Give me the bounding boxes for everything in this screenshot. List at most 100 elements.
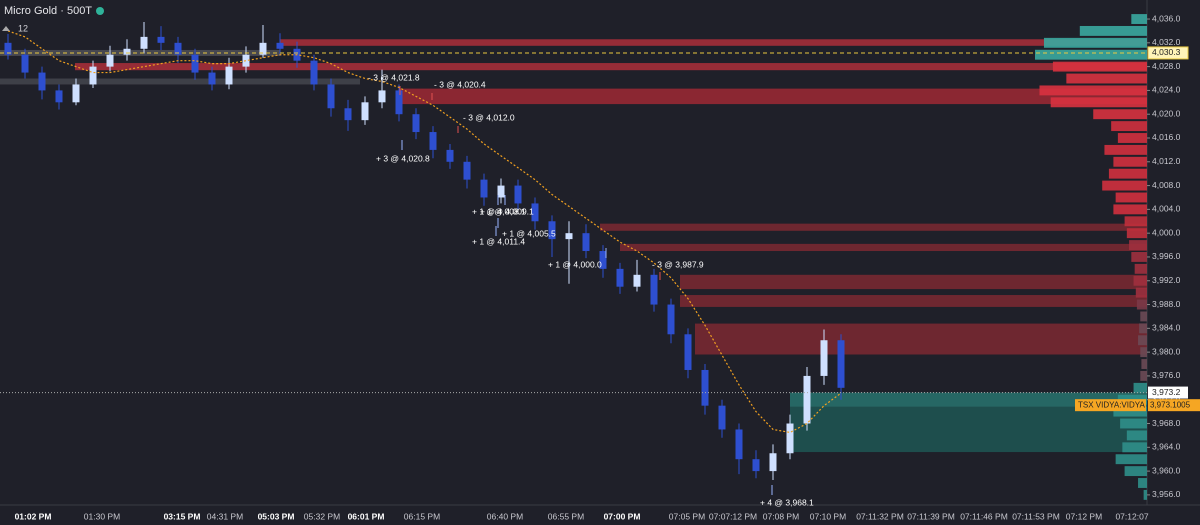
zone bbox=[790, 392, 1147, 407]
candle-body bbox=[208, 72, 216, 85]
candle-body bbox=[157, 36, 165, 43]
trade-label: + 1 @ 4,011.4 bbox=[472, 236, 525, 246]
profile-bar bbox=[1138, 478, 1147, 488]
candle-body bbox=[803, 375, 811, 424]
x-tick-label: 06:01 PM bbox=[348, 511, 385, 521]
profile-bar bbox=[1115, 454, 1147, 465]
candle-body bbox=[684, 334, 692, 370]
candle-body bbox=[548, 221, 556, 240]
current-price-label: 4,030.3 bbox=[1152, 47, 1181, 57]
candle-body bbox=[106, 54, 114, 67]
candle-body bbox=[718, 405, 726, 430]
profile-bar bbox=[1124, 216, 1147, 227]
profile-bar bbox=[1043, 37, 1147, 48]
x-tick-label: 07:11:46 PM bbox=[960, 511, 1008, 521]
profile-bar bbox=[1093, 109, 1147, 120]
candle-body bbox=[820, 340, 828, 376]
candle-body bbox=[497, 185, 505, 198]
trade-label: + 3 @ 4,020.8 bbox=[376, 153, 430, 163]
x-tick-label: 04:31 PM bbox=[207, 511, 243, 521]
profile-bar bbox=[1104, 144, 1147, 155]
x-tick-label: 07:00 PM bbox=[604, 511, 641, 521]
y-tick-label: 3,960.0 bbox=[1152, 465, 1181, 475]
candles bbox=[4, 22, 845, 481]
candle-body bbox=[344, 108, 352, 121]
trade-label: + 1 @ 4,005.5 bbox=[502, 228, 556, 238]
zone bbox=[680, 295, 1147, 307]
candle-body bbox=[837, 340, 845, 388]
y-tick-label: 4,016.0 bbox=[1152, 132, 1181, 142]
profile-bar bbox=[1140, 370, 1147, 381]
y-tick-label: 4,024.0 bbox=[1152, 85, 1181, 95]
profile-bar bbox=[1131, 252, 1147, 262]
trade-label: + 1 @ 4,008.1 bbox=[472, 206, 526, 216]
zone bbox=[280, 39, 1147, 46]
trade-label: - 3 @ 4,021.8 bbox=[368, 72, 420, 82]
profile-bar bbox=[1140, 347, 1147, 358]
chart-title: Micro Gold · 500T bbox=[4, 5, 92, 17]
x-tick-label: 07:12:07 bbox=[1115, 511, 1148, 521]
profile-bar bbox=[1108, 168, 1147, 179]
y-tick-label: 4,032.0 bbox=[1152, 37, 1181, 47]
profile-bar bbox=[1133, 275, 1147, 286]
x-tick-label: 06:55 PM bbox=[548, 511, 584, 521]
profile-bar bbox=[1126, 430, 1147, 441]
profile-bar bbox=[1050, 97, 1147, 108]
candle-body bbox=[378, 90, 386, 103]
y-tick-label: 3,956.0 bbox=[1152, 489, 1181, 499]
candle-body bbox=[123, 48, 131, 55]
x-tick-label: 06:40 PM bbox=[487, 511, 523, 521]
candle-body bbox=[752, 459, 760, 472]
y-tick-label: 4,004.0 bbox=[1152, 204, 1181, 214]
candle-body bbox=[599, 251, 607, 269]
x-tick-label: 01:30 PM bbox=[84, 511, 120, 521]
y-tick-label: 3,972.0 bbox=[1152, 394, 1181, 404]
profile-bar bbox=[1134, 263, 1147, 274]
profile-bar bbox=[1039, 85, 1147, 96]
status-dot bbox=[96, 7, 104, 15]
x-tick-label: 07:08 PM bbox=[763, 511, 799, 521]
trade-label: + 1 @ 4,000.0 bbox=[548, 259, 602, 269]
indicator-value-tag bbox=[1148, 399, 1200, 412]
candle-body bbox=[242, 54, 250, 67]
profile-bar bbox=[1102, 180, 1147, 191]
candle-body bbox=[565, 233, 573, 240]
profile-bar bbox=[1126, 228, 1147, 239]
candle-body bbox=[89, 66, 97, 85]
volume-profile bbox=[1035, 14, 1147, 500]
y-tick-label: 4,020.0 bbox=[1152, 108, 1181, 118]
profile-bar bbox=[1052, 61, 1147, 72]
y-tick-label: 3,984.0 bbox=[1152, 323, 1181, 333]
x-tick-label: 01:02 PM bbox=[15, 511, 52, 521]
moving-average bbox=[7, 30, 842, 434]
profile-bar bbox=[1066, 73, 1147, 84]
y-tick-label: 4,008.0 bbox=[1152, 180, 1181, 190]
candle-body bbox=[259, 42, 267, 55]
zone bbox=[620, 243, 1147, 252]
indicator-value-label: 3,973.1005 bbox=[1150, 400, 1191, 409]
candle-body bbox=[769, 453, 777, 472]
x-tick-label: 06:15 PM bbox=[404, 511, 440, 521]
candle-body bbox=[735, 429, 743, 460]
x-tick-label: 05:03 PM bbox=[258, 511, 295, 521]
profile-bar bbox=[1138, 335, 1147, 346]
zone bbox=[400, 88, 1147, 105]
profile-bar bbox=[1115, 192, 1147, 203]
profile-bar bbox=[1035, 49, 1147, 60]
profile-bar bbox=[1113, 406, 1147, 417]
candle-body bbox=[429, 132, 437, 150]
y-tick-label: 3,968.0 bbox=[1152, 418, 1181, 428]
candle-body bbox=[140, 36, 148, 49]
x-tick-label: 03:15 PM bbox=[164, 511, 201, 521]
indicator-name-tag bbox=[1075, 399, 1146, 412]
x-tick-label: 05:32 PM bbox=[304, 511, 340, 521]
candle-body bbox=[55, 90, 63, 103]
last-price-tag bbox=[1148, 386, 1188, 399]
trade-label: + 1 @ 4,009.1 bbox=[480, 206, 534, 216]
trade-label: - 3 @ 3,987.9 bbox=[652, 259, 704, 269]
candle-body bbox=[446, 149, 454, 162]
profile-bar bbox=[1131, 14, 1147, 24]
current-price-tag bbox=[1147, 46, 1189, 60]
x-tick-label: 07:11:39 PM bbox=[907, 511, 955, 521]
candle-body bbox=[531, 203, 539, 222]
